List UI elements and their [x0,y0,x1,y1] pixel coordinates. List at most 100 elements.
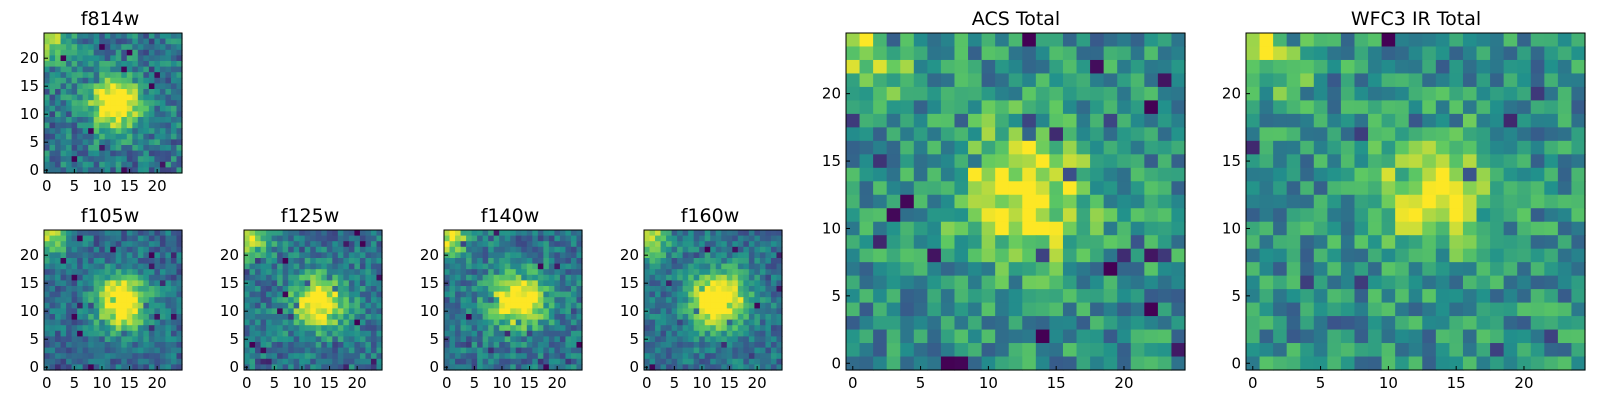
heatmap-cell [499,241,506,248]
heatmap-cell [115,263,122,270]
heatmap-cell [82,230,89,237]
heatmap-cell [726,330,733,337]
heatmap-cell [995,235,1010,250]
heatmap-cell [1435,262,1450,277]
heatmap-cell [726,230,733,237]
heatmap-cell [576,291,583,298]
heatmap-cell [886,275,901,290]
heatmap-cell [726,325,733,332]
heatmap-cell [176,61,183,68]
heatmap-cell [455,291,462,298]
heatmap-cell [1300,356,1315,371]
heatmap-cell [326,302,333,309]
heatmap-cell [321,258,328,265]
heatmap-cell [110,291,117,298]
heatmap-cell [143,128,150,135]
heatmap-cell [482,358,489,365]
heatmap-cell [376,325,383,332]
heatmap-cell [1530,86,1545,101]
heatmap-cell [82,111,89,118]
heatmap-cell [104,161,111,168]
heatmap-cell [748,274,755,281]
heatmap-cell [249,364,256,371]
heatmap-cell [348,269,355,276]
heatmap-cell [510,353,517,360]
heatmap-cell [499,308,506,315]
heatmap-cell [499,342,506,349]
heatmap-cell [71,336,78,343]
heatmap-cell [1035,248,1050,263]
heatmap-cell [1144,59,1159,75]
heatmap-cell [940,154,956,169]
heatmap-cell [565,235,572,242]
heatmap-cell [365,269,372,276]
heatmap-cell [1517,329,1532,344]
heatmap-cell [737,347,744,354]
heatmap-cell [71,246,78,253]
heatmap-cell [1544,33,1559,48]
heatmap-cell [176,83,183,90]
heatmap-cell [60,269,67,276]
heatmap-cell [71,252,78,259]
heatmap-cell [55,161,62,168]
heatmap-cell [44,89,51,96]
heatmap-cell [776,319,783,326]
heatmap-cell [570,353,578,360]
heatmap-cell [737,314,744,321]
heatmap-cell [154,122,161,129]
heatmap-cell [126,89,133,96]
heatmap-cell [1273,221,1288,236]
heatmap-cell [359,364,367,371]
heatmap-cell [743,241,750,248]
heatmap-cell [121,286,128,293]
heatmap-cell [565,353,572,360]
heatmap-cell [699,291,706,298]
heatmap-cell [277,246,284,253]
heatmap-cell [343,336,350,343]
heatmap-cell [304,269,311,276]
heatmap-cell [148,297,155,304]
heatmap-cell [71,325,78,332]
heatmap-cell [548,230,555,237]
heatmap-cell [770,314,778,321]
heatmap-cell [682,353,689,360]
heatmap-cell [137,314,144,321]
heatmap-cell [548,269,555,276]
heatmap-cell [315,319,322,326]
heatmap-cell [554,314,561,321]
heatmap-cell [776,263,783,270]
heatmap-cell [376,330,383,337]
heatmap-cell [143,330,150,337]
heatmap-cell [77,89,84,96]
heatmap-cell [132,55,139,62]
heatmap-cell [537,235,544,242]
heatmap-cell [504,364,511,371]
heatmap-cell [321,280,328,287]
heatmap-cell [1259,113,1274,128]
heatmap-cell [1286,181,1301,196]
heatmap-cell [266,252,273,259]
heatmap-cell [471,241,478,248]
heatmap-cell [710,286,717,293]
heatmap-cell [710,274,717,281]
heatmap-cell [1557,356,1573,371]
heatmap-cell [532,325,539,332]
heatmap-cell [666,252,673,259]
heatmap-cell [66,55,73,62]
heatmap-cell [532,353,539,360]
heatmap-cell [1300,59,1315,75]
heatmap-cell [170,139,178,146]
heatmap-cell [1103,302,1118,317]
heatmap-cell [526,252,533,259]
heatmap-cell [532,314,539,321]
heatmap-cell [748,325,755,332]
heatmap-cell [337,263,344,270]
heatmap-cell [1035,343,1050,358]
heatmap-cell [1435,248,1450,263]
heatmap-cell [754,353,761,360]
heatmap-cell [1062,127,1078,142]
heatmap-cell [1517,235,1532,250]
heatmap-cell [954,356,969,371]
heatmap-cell [93,353,100,360]
heatmap-cell [99,358,106,365]
